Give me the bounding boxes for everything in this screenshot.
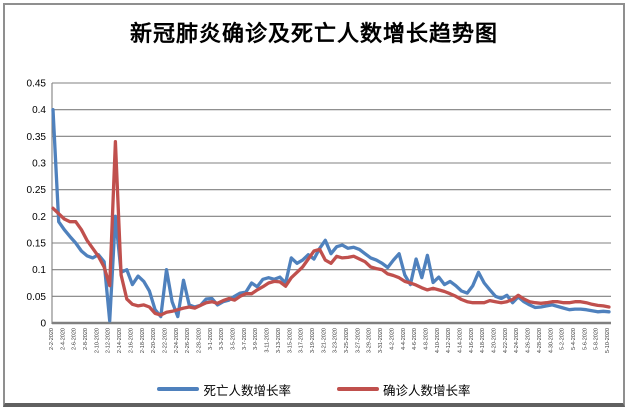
x-axis-tick-label: 5-4-2020 [571, 328, 577, 350]
chart-border-frame [3, 3, 625, 407]
x-axis-tick-label: 2-2-2020 [49, 328, 55, 350]
x-axis-tick-label: 2-4-2020 [60, 328, 66, 350]
x-axis-tick-label: 4-8-2020 [423, 328, 429, 350]
x-axis-tick-label: 2-8-2020 [83, 328, 89, 350]
legend-label-death: 死亡人数增长率 [203, 383, 291, 398]
y-axis-tick-label: 0.1 [32, 265, 46, 276]
x-axis-tick-label: 3-17-2020 [299, 328, 305, 353]
y-axis-tick-label: 0.3 [32, 159, 46, 170]
confirmed-series-swatch-icon [337, 387, 379, 391]
x-axis-tick-label: 5-6-2020 [582, 328, 588, 350]
x-axis-tick-label: 3-15-2020 [287, 328, 293, 353]
y-axis-tick-label: 0.45 [27, 79, 47, 90]
death-series-swatch-icon [157, 387, 200, 391]
x-axis-tick-label: 3-25-2020 [344, 328, 350, 353]
x-axis-tick-label: 2-18-2020 [140, 328, 146, 353]
x-axis-tick-label: 4-6-2020 [412, 328, 418, 350]
x-axis-tick-label: 3-7-2020 [242, 328, 248, 350]
x-axis-tick-label: 4-4-2020 [401, 328, 407, 350]
x-axis-tick-label: 4-24-2020 [514, 328, 520, 353]
y-axis-tick-label: 0.4 [32, 105, 46, 116]
x-axis-tick-label: 4-10-2020 [435, 328, 441, 353]
x-axis-tick-label: 4-26-2020 [526, 328, 532, 353]
x-axis-tick-label: 4-28-2020 [537, 328, 543, 353]
x-axis-tick-label: 2-16-2020 [128, 328, 134, 353]
y-axis-tick-label: 0.15 [27, 239, 47, 250]
x-axis-tick-label: 2-28-2020 [197, 328, 203, 353]
x-axis-tick-label: 2-6-2020 [72, 328, 78, 350]
x-axis-tick-label: 4-18-2020 [480, 328, 486, 353]
x-axis-tick-label: 2-12-2020 [106, 328, 112, 353]
y-axis-tick-label: 0.05 [27, 292, 47, 303]
x-axis-tick-label: 2-20-2020 [151, 328, 157, 353]
x-axis-tick-label: 3-13-2020 [276, 328, 282, 353]
x-axis-tick-label: 3-3-2020 [219, 328, 225, 350]
x-axis-tick-label: 4-2-2020 [389, 328, 395, 350]
x-axis-tick-label: 4-14-2020 [457, 328, 463, 353]
x-axis-tick-label: 3-21-2020 [321, 328, 327, 353]
legend-item-death: 死亡人数增长率 [157, 380, 291, 399]
legend-item-confirmed: 确诊人数增长率 [337, 380, 471, 399]
x-axis-tick-label: 3-1-2020 [208, 328, 214, 350]
x-axis-tick-label: 5-8-2020 [594, 328, 600, 350]
x-axis-tick-label: 4-12-2020 [446, 328, 452, 353]
x-axis-tick-label: 2-14-2020 [117, 328, 123, 353]
x-axis-tick-label: 3-9-2020 [253, 328, 259, 350]
x-axis-tick-label: 3-5-2020 [231, 328, 237, 350]
legend: 死亡人数增长率 确诊人数增长率 [0, 379, 628, 399]
x-axis-tick-label: 2-24-2020 [174, 328, 180, 353]
x-axis-tick-label: 4-22-2020 [503, 328, 509, 353]
x-axis-tick-label: 2-10-2020 [94, 328, 100, 353]
x-axis-tick-label: 4-30-2020 [548, 328, 554, 353]
x-axis-tick-label: 3-23-2020 [333, 328, 339, 353]
x-axis-tick-label: 5-2-2020 [560, 328, 566, 350]
x-axis-tick-label: 3-19-2020 [310, 328, 316, 353]
y-axis-tick-label: 0 [40, 319, 46, 330]
x-axis-tick-label: 4-16-2020 [469, 328, 475, 353]
x-axis-tick-label: 3-27-2020 [355, 328, 361, 353]
x-axis-tick-label: 3-29-2020 [367, 328, 373, 353]
chart-title: 新冠肺炎确诊及死亡人数增长趋势图 [129, 21, 498, 46]
y-axis-tick-label: 0.2 [32, 212, 46, 223]
x-axis-tick-label: 2-26-2020 [185, 328, 191, 353]
x-axis-tick-label: 5-10-2020 [605, 328, 611, 353]
x-axis-tick-label: 2-22-2020 [162, 328, 168, 353]
x-axis-tick-label: 3-11-2020 [265, 328, 271, 353]
x-axis-tick-label: 4-20-2020 [492, 328, 498, 353]
y-axis-tick-label: 0.35 [27, 132, 47, 143]
confirmed-series-line [51, 140, 611, 317]
x-axis-tick-label: 3-31-2020 [378, 328, 384, 353]
death-series-line [51, 108, 611, 323]
y-axis-tick-label: 0.25 [27, 185, 47, 196]
legend-label-confirmed: 确诊人数增长率 [383, 383, 471, 398]
